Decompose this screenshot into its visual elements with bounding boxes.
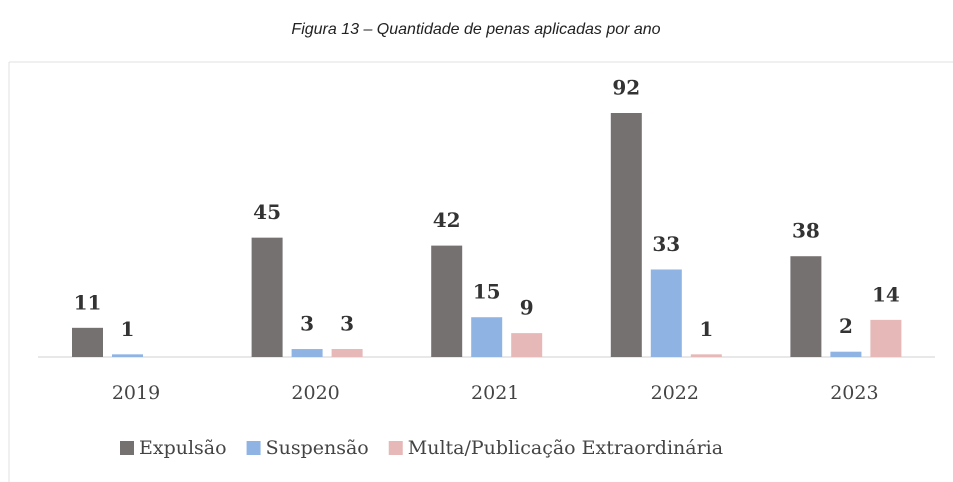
bar	[72, 327, 103, 357]
legend-label: Multa/Publicação Extraordinária	[408, 437, 723, 459]
legend-swatch	[246, 441, 261, 455]
data-label: 33	[652, 232, 680, 256]
data-label: 15	[473, 280, 501, 304]
x-tick-label: 2021	[471, 382, 519, 404]
bar	[690, 354, 722, 357]
data-label: 1	[121, 317, 135, 341]
data-label: 38	[792, 219, 820, 243]
x-tick-label: 2022	[651, 382, 699, 404]
data-label: 45	[253, 200, 281, 224]
bar	[251, 237, 283, 357]
chart-title: Figura 13 – Quantidade de penas aplicada…	[291, 21, 660, 38]
bar	[650, 269, 682, 357]
bar	[431, 245, 463, 357]
bar	[610, 113, 642, 357]
data-label: 9	[520, 296, 534, 320]
legend-label: Expulsão	[139, 437, 227, 459]
bar	[112, 354, 143, 357]
bar	[870, 319, 902, 357]
bar	[830, 351, 862, 357]
x-tick-label: 2020	[291, 382, 339, 404]
data-label: 42	[433, 208, 461, 232]
data-label: 3	[300, 312, 314, 336]
legend-swatch	[388, 441, 403, 455]
data-label: 92	[612, 76, 640, 100]
x-tick-label: 2019	[112, 382, 160, 404]
data-label: 11	[74, 290, 102, 314]
data-label: 1	[699, 317, 713, 341]
legend-swatch	[120, 441, 134, 455]
bar	[511, 333, 543, 357]
bar	[790, 256, 822, 357]
x-tick-label: 2023	[830, 382, 878, 404]
bar	[291, 349, 323, 357]
data-label: 3	[340, 312, 354, 336]
data-label: 14	[872, 282, 900, 306]
bar	[331, 349, 363, 357]
data-label: 2	[839, 314, 853, 338]
legend-label: Suspensão	[266, 437, 369, 459]
bar	[471, 317, 503, 357]
